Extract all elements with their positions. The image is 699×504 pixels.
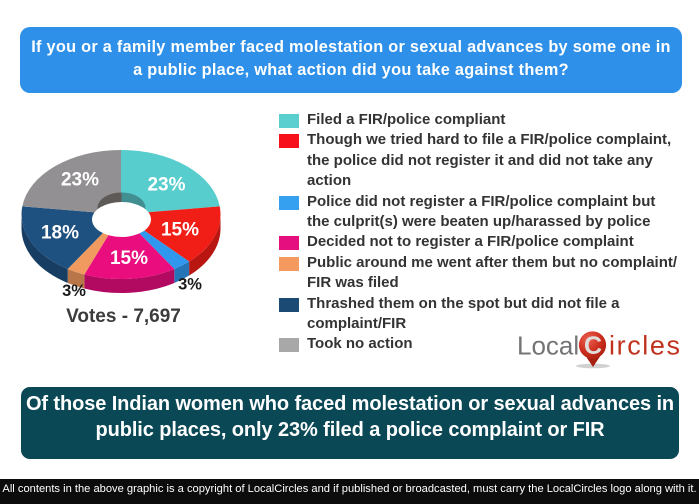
svg-text:23%: 23% xyxy=(147,175,185,196)
svg-text:23%: 23% xyxy=(61,170,99,191)
svg-text:3%: 3% xyxy=(178,276,202,294)
svg-text:Local: Local xyxy=(517,331,579,361)
svg-text:18%: 18% xyxy=(41,223,79,244)
svg-text:ircles: ircles xyxy=(609,331,682,361)
svg-text:C: C xyxy=(584,332,602,360)
svg-text:15%: 15% xyxy=(110,248,148,269)
svg-text:3%: 3% xyxy=(62,282,86,300)
svg-text:15%: 15% xyxy=(161,220,199,241)
